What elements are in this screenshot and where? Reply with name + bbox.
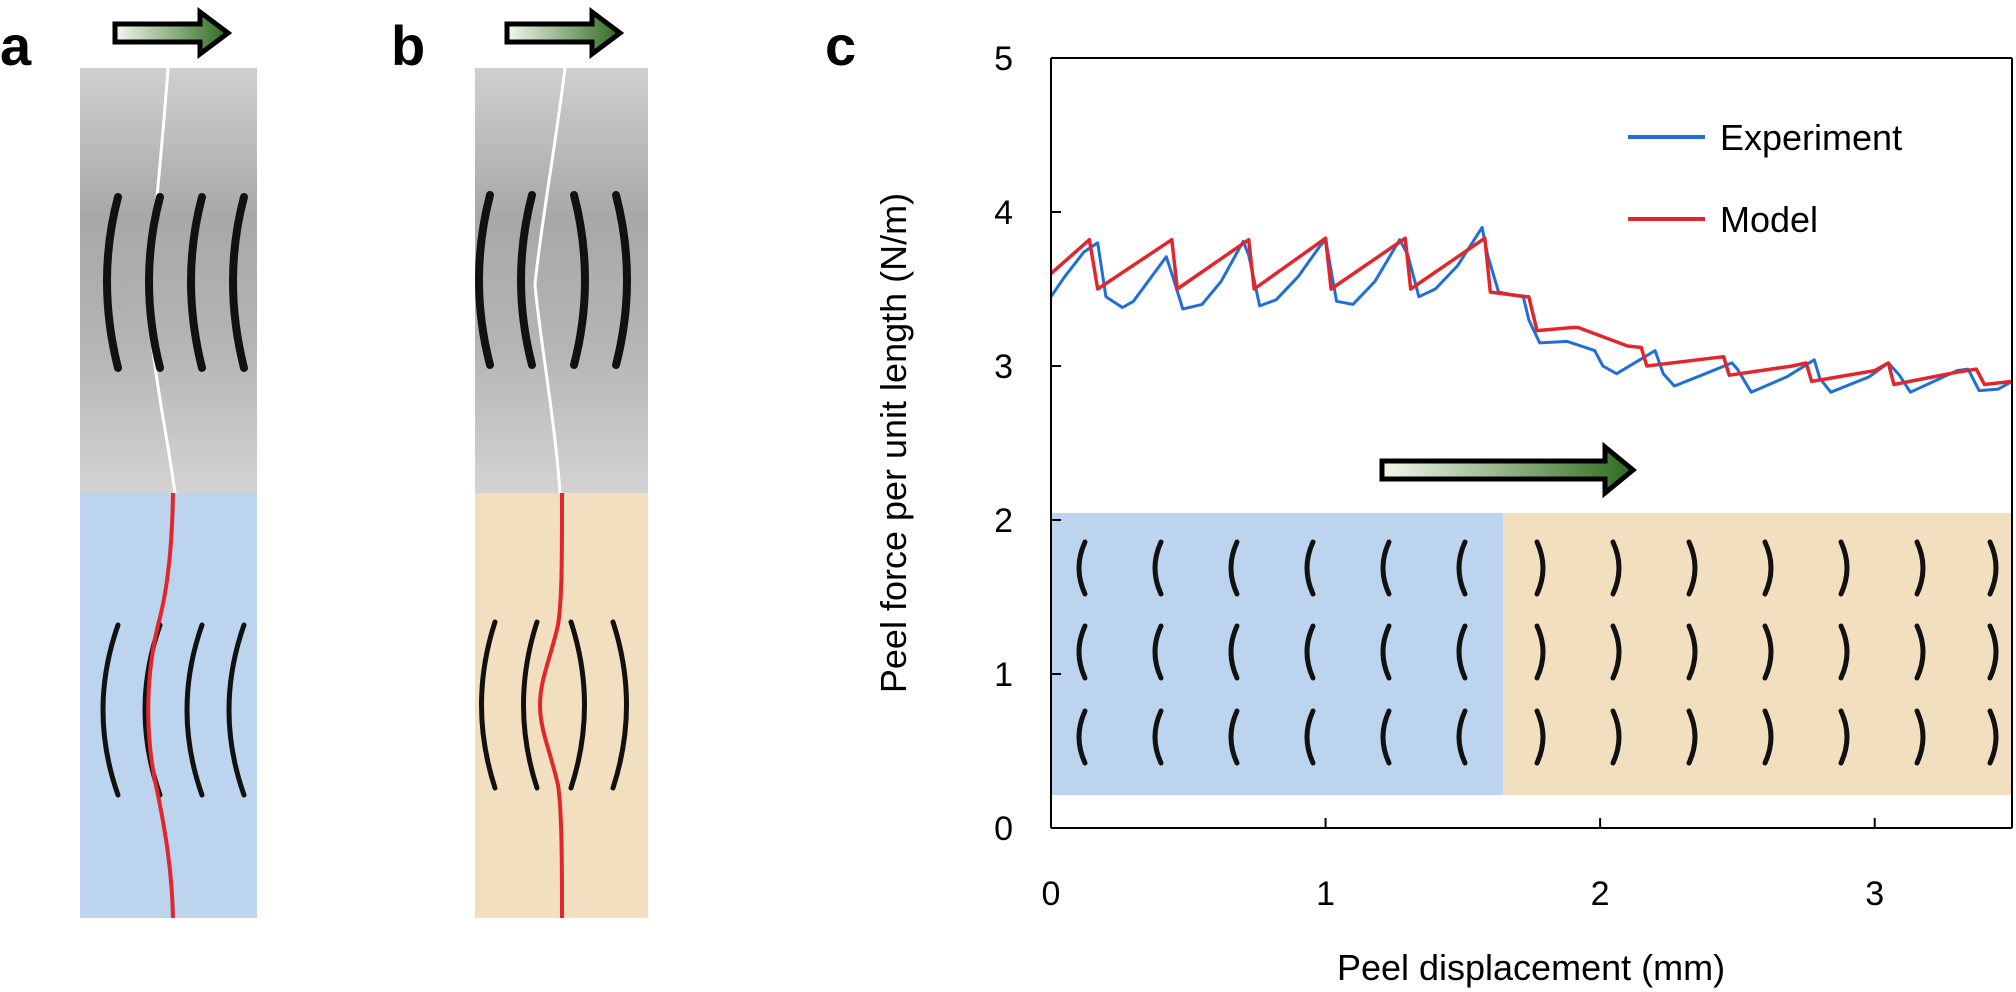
arcs-micrograph-a [103,193,248,372]
arc-open [1456,623,1468,681]
series-line-model [1049,236,2013,387]
panel-label-c: c [825,14,857,77]
arcs-schematic-b [479,619,629,791]
background-region-tan [1503,513,2013,795]
arc-open [1228,623,1240,681]
region-arcs [1076,539,1999,766]
y-tick-label: 4 [994,194,1013,232]
tick-labels: 0 1 2 3 0 1 2 3 4 5 [994,40,1884,913]
y-tick-label: 2 [994,502,1013,540]
arc-close [1610,539,1622,597]
arcs-micrograph-b [475,191,631,369]
panel-label-a: a [0,14,32,77]
peel-direction-arrow-icon [112,7,233,59]
arc-open [1304,539,1316,597]
legend: Experiment Model [1628,117,1902,240]
y-axis-label: Peel force per unit length (N/m) [873,193,914,693]
arc-close [1610,623,1622,681]
arc-close [1838,539,1850,597]
tick-marks [1050,57,1876,829]
arc-close [1914,708,1926,766]
arc-open [1152,708,1164,766]
arc-close [1914,539,1926,597]
plot-frame [1050,57,2013,829]
panel-label-b: b [391,14,426,77]
arc-close [1987,623,1999,681]
y-tick-label: 5 [994,40,1013,78]
arc-open [1380,539,1392,597]
arc-close [1610,708,1622,766]
arc-close [1914,623,1926,681]
arc-close [1762,623,1774,681]
arc-close [1987,539,1999,597]
x-tick-label: 2 [1591,875,1610,913]
arc-open [1076,708,1088,766]
y-tick-label: 3 [994,348,1013,386]
arc-open [1228,708,1240,766]
crack-path-micrograph-b [533,67,567,494]
arc-open [1304,623,1316,681]
panel-a [80,7,257,919]
arc-open [1076,623,1088,681]
panel-b [475,7,648,919]
arc-open [1152,623,1164,681]
peel-direction-arrow-icon [1379,441,1637,499]
arc-close [1838,623,1850,681]
x-axis-label: Peel displacement (mm) [1337,947,1725,988]
arc-close [1686,708,1698,766]
arc-open [1228,539,1240,597]
arc-close [1762,539,1774,597]
arc-open [1304,708,1316,766]
arc-open [1456,708,1468,766]
legend-label-model: Model [1720,199,1818,240]
micrograph-b [475,68,648,493]
arc-close [1762,708,1774,766]
y-tick-label: 0 [994,810,1013,848]
arc-open [1380,708,1392,766]
arc-open [1152,539,1164,597]
arc-close [1838,708,1850,766]
arc-close [1686,623,1698,681]
legend-label-experiment: Experiment [1720,117,1902,158]
y-tick-label: 1 [994,656,1013,694]
x-tick-label: 0 [1042,875,1061,913]
arc-open [1380,623,1392,681]
arc-close [1534,623,1546,681]
arc-close [1987,708,1999,766]
arc-close [1534,539,1546,597]
x-tick-label: 1 [1316,875,1335,913]
crack-path-schematic-b [537,492,564,919]
crack-path-schematic-a [146,492,175,919]
arc-close [1534,708,1546,766]
background-region-blue [1051,513,1503,795]
arc-close [1686,539,1698,597]
series-layer [1049,225,2013,394]
arc-open [1076,539,1088,597]
arc-open [1456,539,1468,597]
x-tick-label: 3 [1865,875,1884,913]
peel-direction-arrow-icon [504,7,625,59]
peel-force-chart: 0 1 2 3 0 1 2 3 4 5 Peel displacement (mm) Peel f… [873,40,2013,988]
